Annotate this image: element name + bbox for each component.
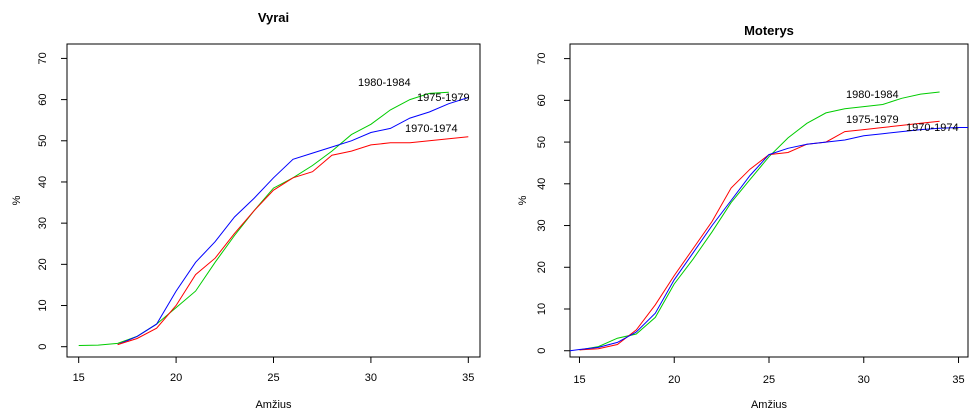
y-tick-label: 10 <box>37 299 49 311</box>
y-tick-label: 60 <box>536 94 548 106</box>
series-label-1975-1979: 1975-1979 <box>846 114 899 126</box>
x-tick-label: 15 <box>573 374 585 386</box>
y-tick-label: 0 <box>37 344 49 350</box>
y-tick-label: 20 <box>536 261 548 273</box>
chart-panel-0: Vyrai 15 20 25 30 35 0 10 20 30 40 50 60 70 Amžius% 198… <box>11 10 481 411</box>
series-line-1970-1974 <box>117 136 469 346</box>
x-tick-label: 20 <box>668 374 680 386</box>
series-label-1975-1979: 1975-1979 <box>417 92 470 104</box>
series-line-1970-1974 <box>569 127 968 352</box>
plot-frame <box>569 43 969 358</box>
series-label-1980-1984: 1980-1984 <box>358 77 411 89</box>
series-label-1980-1984: 1980-1984 <box>846 89 899 101</box>
y-tick-label: 40 <box>536 178 548 190</box>
y-tick-label: 30 <box>37 217 49 229</box>
y-axis-title: % <box>517 195 529 205</box>
x-tick-label: 25 <box>763 374 775 386</box>
y-tick-label: 40 <box>37 176 49 188</box>
series-line-1975-1979 <box>579 120 940 351</box>
chart-title: Moterys <box>744 23 794 38</box>
y-tick-label: 0 <box>536 348 548 354</box>
x-tick-label: 35 <box>952 374 964 386</box>
x-axis-title: Amžius <box>255 399 292 410</box>
x-tick-label: 15 <box>73 372 85 384</box>
chart-panel-1: Moterys 15 20 25 30 35 0 10 20 30 40 50 60 70 Amžius% 1… <box>517 23 969 411</box>
y-tick-label: 70 <box>536 52 548 64</box>
y-tick-label: 70 <box>37 52 49 64</box>
y-tick-label: 20 <box>37 258 49 270</box>
x-axis-title: Amžius <box>751 399 788 410</box>
chart-title: Vyrai <box>258 10 289 25</box>
series-label-1970-1974: 1970-1974 <box>906 122 959 134</box>
y-tick-label: 60 <box>37 93 49 105</box>
plot-frame <box>66 43 481 358</box>
y-axis-title: % <box>11 195 23 205</box>
x-tick-label: 35 <box>462 372 474 384</box>
series-line-1980-1984 <box>579 91 940 351</box>
y-tick-label: 50 <box>536 136 548 148</box>
y-tick-label: 50 <box>37 135 49 147</box>
series-line-1975-1979 <box>117 97 469 346</box>
series-line-1980-1984 <box>78 91 449 346</box>
series-label-1970-1974: 1970-1974 <box>405 123 458 135</box>
x-tick-label: 25 <box>267 372 279 384</box>
x-tick-label: 30 <box>365 372 377 384</box>
x-tick-label: 20 <box>170 372 182 384</box>
x-tick-label: 30 <box>858 374 870 386</box>
y-tick-label: 30 <box>536 219 548 231</box>
y-tick-label: 10 <box>536 303 548 315</box>
